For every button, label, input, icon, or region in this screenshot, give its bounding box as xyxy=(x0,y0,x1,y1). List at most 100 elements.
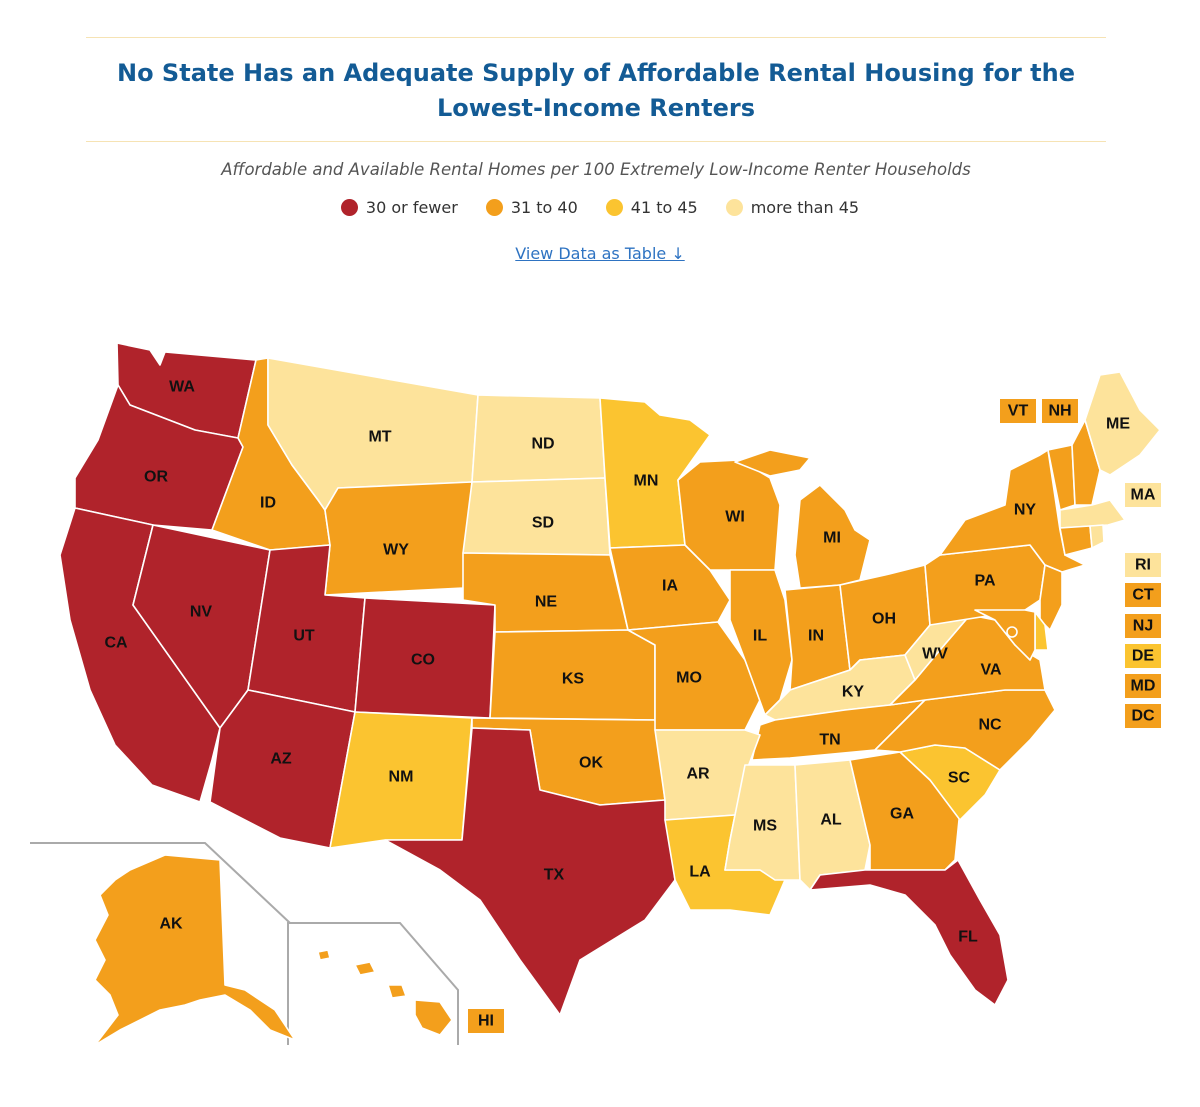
legend-item-high: 41 to 45 xyxy=(605,198,698,217)
callout-VT[interactable]: VT xyxy=(1000,399,1036,423)
callout-MA[interactable]: MA xyxy=(1125,483,1161,507)
label-MS: MS xyxy=(753,818,777,835)
state-WI[interactable] xyxy=(677,459,781,571)
label-WI: WI xyxy=(725,509,745,526)
label-IL: IL xyxy=(753,628,767,645)
legend-item-mid: 31 to 40 xyxy=(485,198,578,217)
title-bottom-rule xyxy=(86,141,1106,142)
label-CO: CO xyxy=(411,652,435,669)
label-CT: CT xyxy=(1132,587,1154,604)
page-title: No State Has an Adequate Supply of Affor… xyxy=(117,59,1075,122)
label-KS: KS xyxy=(562,671,585,688)
label-LA: LA xyxy=(689,864,711,881)
label-IN: IN xyxy=(808,628,824,645)
state-NJ[interactable] xyxy=(1039,564,1063,631)
label-DE: DE xyxy=(1132,648,1155,665)
label-ME: ME xyxy=(1106,416,1130,433)
legend-swatch-mid xyxy=(485,199,503,216)
state-FL[interactable] xyxy=(809,859,1009,1006)
state-MO[interactable] xyxy=(627,621,761,731)
label-TN: TN xyxy=(819,732,840,749)
callout-CT[interactable]: CT xyxy=(1125,583,1161,607)
state-TX[interactable] xyxy=(384,727,676,1016)
label-OR: OR xyxy=(144,469,168,486)
label-MI: MI xyxy=(823,530,841,547)
label-OH: OH xyxy=(872,611,896,628)
label-WV: WV xyxy=(922,646,948,663)
alaska-inset-border xyxy=(30,842,291,924)
legend-label-high: 41 to 45 xyxy=(630,198,698,217)
state-NH[interactable] xyxy=(1071,419,1101,506)
label-NY: NY xyxy=(1014,502,1037,519)
legend-label-low: 30 or fewer xyxy=(365,198,458,217)
label-MN: MN xyxy=(634,473,659,490)
state-MD[interactable] xyxy=(974,609,1036,661)
state-NC[interactable] xyxy=(874,689,1056,771)
us-map: VT NH MA RI CT NJ DE MD DC HI WA OR CA N… xyxy=(30,342,1161,1046)
legend-swatch-top xyxy=(725,199,743,216)
label-KY: KY xyxy=(842,684,865,701)
label-MD: MD xyxy=(1131,678,1156,695)
legend-label-mid: 31 to 40 xyxy=(510,198,578,217)
callout-NH[interactable]: NH xyxy=(1042,399,1078,423)
state-AK[interactable] xyxy=(94,854,296,1046)
label-HI: HI xyxy=(478,1013,494,1030)
label-IA: IA xyxy=(662,578,678,595)
label-AK: AK xyxy=(159,916,183,933)
legend-swatch-high xyxy=(605,199,623,216)
label-FL: FL xyxy=(958,929,978,946)
label-NM: NM xyxy=(389,769,414,786)
view-data-as-table-link[interactable]: View Data as Table ↓ xyxy=(515,244,685,263)
callout-DE[interactable]: DE xyxy=(1125,644,1161,668)
label-NV: NV xyxy=(190,604,213,621)
label-UT: UT xyxy=(293,628,315,645)
label-SD: SD xyxy=(532,515,554,532)
map-subtitle: Affordable and Available Rental Homes pe… xyxy=(221,160,971,179)
title-top-rule xyxy=(86,37,1106,38)
legend-item-low: 30 or fewer xyxy=(340,198,458,217)
callout-HI[interactable]: HI xyxy=(468,1009,504,1033)
label-TX: TX xyxy=(544,867,565,884)
label-ID: ID xyxy=(260,495,276,512)
callout-NJ[interactable]: NJ xyxy=(1125,614,1161,638)
legend-item-top: more than 45 xyxy=(725,198,860,217)
state-MN[interactable] xyxy=(599,397,711,549)
label-AR: AR xyxy=(686,766,710,783)
label-WA: WA xyxy=(169,379,195,396)
legend-swatch-low xyxy=(340,199,358,216)
callout-RI[interactable]: RI xyxy=(1125,553,1161,577)
label-AZ: AZ xyxy=(270,751,292,768)
label-NE: NE xyxy=(535,594,558,611)
state-RI[interactable] xyxy=(1089,524,1105,549)
label-VT: VT xyxy=(1008,403,1029,420)
label-MA: MA xyxy=(1131,487,1156,504)
label-SC: SC xyxy=(948,770,971,787)
callout-MD[interactable]: MD xyxy=(1125,674,1161,698)
legend-label-top: more than 45 xyxy=(750,198,860,217)
legend: 30 or fewer 31 to 40 41 to 45 more than … xyxy=(0,198,1200,217)
label-ND: ND xyxy=(531,436,554,453)
label-OK: OK xyxy=(579,755,603,772)
state-MI[interactable] xyxy=(734,449,871,589)
view-table-link-wrap: View Data as Table ↓ xyxy=(0,244,1200,263)
label-PA: PA xyxy=(974,573,995,590)
label-WY: WY xyxy=(383,542,409,559)
state-DC[interactable] xyxy=(1006,626,1018,638)
callout-DC[interactable]: DC xyxy=(1125,704,1161,728)
label-NC: NC xyxy=(978,717,1002,734)
label-VA: VA xyxy=(980,662,1001,679)
state-WY[interactable] xyxy=(324,481,473,596)
label-RI: RI xyxy=(1135,557,1151,574)
state-AZ[interactable] xyxy=(209,689,356,849)
label-MO: MO xyxy=(676,670,702,687)
label-AL: AL xyxy=(820,812,842,829)
label-NJ: NJ xyxy=(1133,618,1153,635)
label-CA: CA xyxy=(104,635,128,652)
label-DC: DC xyxy=(1131,708,1155,725)
label-NH: NH xyxy=(1048,403,1071,420)
label-GA: GA xyxy=(890,806,914,823)
state-ME[interactable] xyxy=(1084,371,1161,476)
hawaii-inset-border xyxy=(287,922,459,1045)
state-CT[interactable] xyxy=(1059,525,1093,556)
state-HI[interactable] xyxy=(317,949,453,1036)
